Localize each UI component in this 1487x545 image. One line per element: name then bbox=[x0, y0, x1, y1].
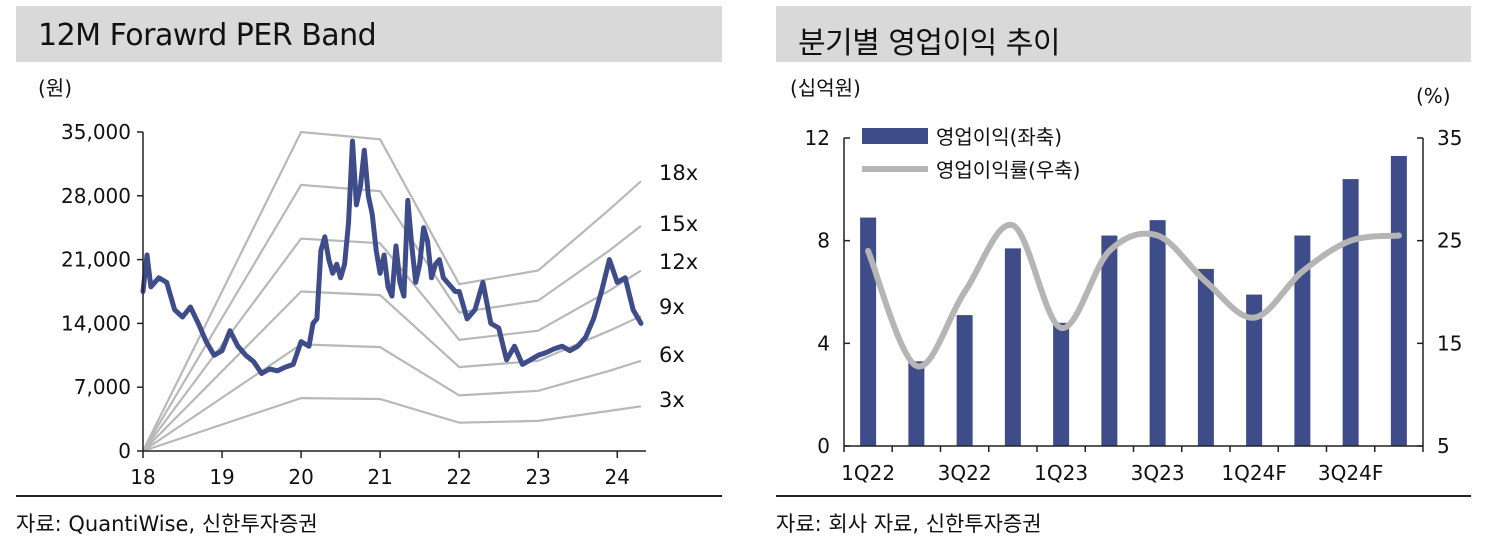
x-tick-label: 3Q24F bbox=[1318, 461, 1383, 485]
legend-bar-label: 영업이익(좌축) bbox=[936, 125, 1062, 149]
left-chart-title: 12M Forawrd PER Band bbox=[38, 18, 377, 53]
right-bottom-rule bbox=[776, 495, 1471, 497]
band-line-12x bbox=[142, 237, 642, 452]
y-tick-label: 35,000 bbox=[61, 120, 131, 144]
y-tick-label: 28,000 bbox=[61, 184, 131, 208]
bar-4Q23 bbox=[1197, 268, 1214, 446]
band-label: 15x bbox=[659, 212, 698, 236]
left-bottom-rule bbox=[16, 495, 722, 497]
operating-profit-panel: 분기별 영업이익 추이 (십억원) (%) 12 8 4 0 35 25 15 5 1Q22 3Q22… bbox=[776, 0, 1487, 545]
right-chart-title: 분기별 영업이익 추이 bbox=[798, 26, 1060, 61]
y-tick-label: 21,000 bbox=[61, 248, 131, 272]
x-tick-label: 18 bbox=[130, 465, 155, 489]
left-y-tick-label: 4 bbox=[817, 331, 830, 355]
margin-line bbox=[865, 222, 1402, 370]
x-tick-label: 23 bbox=[526, 465, 551, 489]
x-tick-label: 1Q23 bbox=[1034, 461, 1088, 485]
right-y-tick-label: 25 bbox=[1437, 229, 1462, 253]
bar-4Q22 bbox=[1004, 248, 1021, 446]
right-unit-label: (%) bbox=[1416, 84, 1451, 108]
per-band-panel: 12M Forawrd PER Band (원) 35,000 28,000 21,0… bbox=[16, 0, 722, 545]
band-line-3x bbox=[142, 396, 642, 453]
bar-1Q22 bbox=[860, 217, 877, 446]
band-line-9x bbox=[142, 290, 642, 452]
bar-3Q23 bbox=[1149, 220, 1166, 446]
x-tick-label: 24 bbox=[605, 465, 630, 489]
x-tick-label: 22 bbox=[446, 465, 471, 489]
left-y-tick-label: 12 bbox=[805, 126, 830, 150]
y-tick-label: 7,000 bbox=[74, 375, 131, 399]
x-tick-label: 1Q22 bbox=[841, 461, 895, 485]
y-tick-label: 0 bbox=[118, 439, 131, 463]
x-tick-label: 3Q22 bbox=[938, 461, 992, 485]
right-y-tick-label: 35 bbox=[1437, 126, 1462, 150]
x-tick-label: 20 bbox=[288, 465, 313, 489]
x-tick-label: 21 bbox=[367, 465, 392, 489]
bar-4Q24F bbox=[1390, 155, 1407, 446]
left-source-note: 자료: QuantiWise, 신한투자증권 bbox=[16, 512, 318, 536]
band-line-18x bbox=[142, 130, 642, 452]
bar-1Q23 bbox=[1053, 322, 1070, 446]
y-unit-label: (원) bbox=[38, 76, 72, 100]
band-line-15x bbox=[142, 183, 642, 452]
left-y-tick-label: 8 bbox=[817, 229, 830, 253]
band-label: 12x bbox=[659, 250, 698, 274]
legend-bar-swatch bbox=[862, 128, 928, 144]
bar-3Q24F bbox=[1342, 179, 1359, 447]
bar-1Q24F bbox=[1246, 294, 1263, 446]
bar-2Q22 bbox=[908, 361, 925, 446]
bar-2Q24F bbox=[1294, 235, 1311, 446]
bar-3Q22 bbox=[956, 315, 973, 446]
right-y-tick-label: 5 bbox=[1437, 434, 1450, 458]
price-line bbox=[140, 138, 644, 376]
band-label: 6x bbox=[659, 343, 685, 367]
band-line-6x bbox=[142, 343, 642, 452]
legend-line-label: 영업이익률(우축) bbox=[936, 158, 1080, 182]
left-unit-label: (십억원) bbox=[790, 76, 861, 100]
band-label: 3x bbox=[659, 388, 685, 412]
band-label: 9x bbox=[659, 295, 685, 319]
bar-2Q23 bbox=[1101, 235, 1118, 446]
operating-profit-chart: (십억원) (%) 12 8 4 0 35 25 15 5 1Q22 3Q22 1Q23 3Q23 1Q24… bbox=[790, 76, 1462, 485]
x-tick-label: 3Q23 bbox=[1131, 461, 1185, 485]
right-y-tick-label: 15 bbox=[1437, 331, 1462, 355]
right-source-note: 자료: 회사 자료, 신한투자증권 bbox=[776, 512, 1042, 536]
right-title-bar: 분기별 영업이익 추이 bbox=[776, 6, 1471, 62]
band-label: 18x bbox=[659, 161, 698, 185]
x-tick-label: 1Q24F bbox=[1221, 461, 1286, 485]
x-tick-label: 19 bbox=[209, 465, 234, 489]
left-title-bar: 12M Forawrd PER Band bbox=[16, 6, 722, 62]
y-tick-label: 14,000 bbox=[61, 311, 131, 335]
per-band-chart: (원) 35,000 28,000 21,000 14,000 7,000 018 19 20 2… bbox=[38, 76, 698, 489]
left-y-tick-label: 0 bbox=[817, 434, 830, 458]
